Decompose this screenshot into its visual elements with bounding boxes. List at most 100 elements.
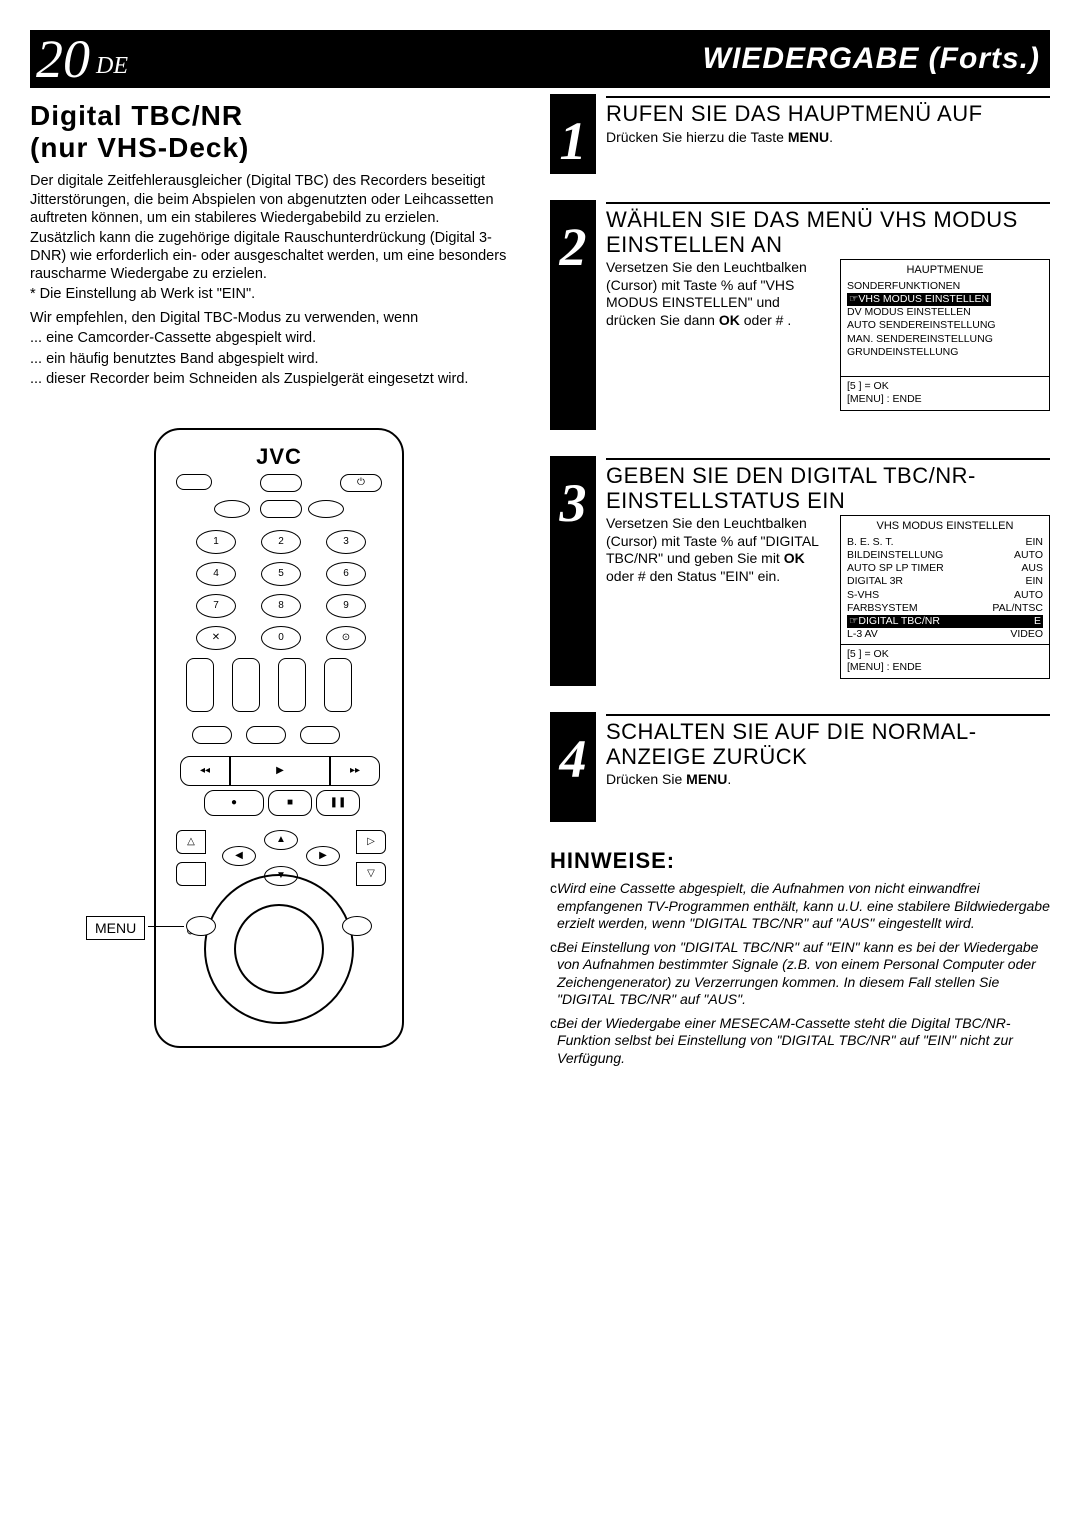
note-text: Bei Einstellung von "DIGITAL TBC/NR" auf… xyxy=(557,939,1050,1009)
bullet-1: ... ein häufig benutztes Band abgespielt… xyxy=(30,350,528,368)
page-lang: DE xyxy=(96,53,128,80)
para2: Zusätzlich kann die zugehörige digitale … xyxy=(30,229,528,283)
mi: ☞VHS MODUS EINSTELLEN xyxy=(847,293,991,306)
t: EIN xyxy=(1025,536,1043,549)
mi: GRUNDEINSTELLUNG xyxy=(847,346,1043,359)
page-number-value: 20 xyxy=(36,28,90,90)
header-bar: 20 DE WIEDERGABE (Forts.) xyxy=(30,30,1050,88)
step-text: Versetzen Sie den Leuchtbalken (Cursor) … xyxy=(606,259,832,411)
menu-screenshot-hauptmenue: HAUPTMENUE SONDERFUNKTIONEN ☞VHS MODUS E… xyxy=(840,259,1050,411)
t: AUTO xyxy=(1014,589,1043,602)
remote-num: ✕ xyxy=(196,626,236,650)
remote-btn: ▽ xyxy=(356,862,386,886)
remote-btn xyxy=(260,474,302,492)
mi: SONDERFUNKTIONEN xyxy=(847,280,1043,293)
t: OK xyxy=(784,550,805,566)
t: MENU xyxy=(788,129,829,145)
t: AUTO xyxy=(1014,549,1043,562)
step-number: 2 xyxy=(550,200,596,430)
mi: AUTO SENDEREINSTELLUNG xyxy=(847,319,1043,332)
remote-btn xyxy=(176,474,212,490)
remote-btn: ▲ xyxy=(264,830,298,850)
t: BILDEINSTELLUNG xyxy=(847,549,943,562)
remote-btn xyxy=(176,862,206,886)
remote-btn xyxy=(300,726,340,744)
remote-num: 2 xyxy=(261,530,301,554)
menu-footer: [MENU] : ENDE xyxy=(847,393,1043,406)
remote-illustration: JVC ⏻ 1 2 3 4 5 6 7 8 9 ✕ 0 ⊙ xyxy=(30,428,528,1048)
t: Drücken Sie hierzu die Taste xyxy=(606,129,788,145)
right-column: 1 RUFEN SIE DAS HAUPTMENÜ AUF Drücken Si… xyxy=(540,94,1050,1073)
remote-num: 0 xyxy=(261,626,301,650)
hinweise-title: HINWEISE: xyxy=(550,848,1050,874)
step-number: 3 xyxy=(550,456,596,686)
menu-footer: [5 ] = OK xyxy=(847,648,1043,661)
bullet-0: ... eine Camcorder-Cassette abgespielt w… xyxy=(30,329,528,347)
mr: FARBSYSTEMPAL/NTSC xyxy=(847,602,1043,615)
note: cBei der Wiedergabe einer MESECAM-Casset… xyxy=(550,1015,1050,1068)
remote-rocker xyxy=(324,658,352,712)
t: DIGITAL TBC/NR xyxy=(858,615,939,627)
mr: AUTO SP LP TIMER AUS xyxy=(847,562,1043,575)
remote-num: 8 xyxy=(261,594,301,618)
step-4: 4 SCHALTEN SIE AUF DIE NORMAL-ANZEIGE ZU… xyxy=(550,712,1050,822)
menu-callout-line xyxy=(148,926,184,927)
t: L-3 AV xyxy=(847,628,878,641)
page-number: 20 DE xyxy=(36,28,128,90)
menu-button xyxy=(186,916,216,936)
menu-footer: [MENU] : ENDE xyxy=(847,661,1043,674)
remote: JVC ⏻ 1 2 3 4 5 6 7 8 9 ✕ 0 ⊙ xyxy=(154,428,404,1048)
bullet-icon: c xyxy=(550,880,557,933)
t: . xyxy=(727,771,731,787)
rule xyxy=(606,458,1050,460)
remote-num: 9 xyxy=(326,594,366,618)
remote-rocker xyxy=(232,658,260,712)
jog-wheel xyxy=(204,874,354,1024)
remote-btn: ● xyxy=(204,790,264,816)
remote-num: 3 xyxy=(326,530,366,554)
t: B. E. S. T. xyxy=(847,536,894,549)
remote-btn xyxy=(260,500,302,518)
menu-title: VHS MODUS EINSTELLEN xyxy=(847,520,1043,534)
remote-num: 6 xyxy=(326,562,366,586)
step-title: SCHALTEN SIE AUF DIE NORMAL-ANZEIGE ZURÜ… xyxy=(606,720,1050,769)
hinweise-list: cWird eine Cassette abgespielt, die Aufn… xyxy=(550,880,1050,1067)
step-1: 1 RUFEN SIE DAS HAUPTMENÜ AUF Drücken Si… xyxy=(550,94,1050,174)
t: . xyxy=(829,129,833,145)
t: EIN xyxy=(1025,575,1043,588)
t: VIDEO xyxy=(1010,628,1043,641)
step-title: RUFEN SIE DAS HAUPTMENÜ AUF xyxy=(606,102,1050,127)
t: OK xyxy=(719,312,740,328)
mr: B. E. S. T. EIN xyxy=(847,536,1043,549)
remote-btn xyxy=(308,500,344,518)
menu-screenshot-vhsmodus: VHS MODUS EINSTELLEN B. E. S. T. EIN BILD… xyxy=(840,515,1050,679)
remote-btn: ◂◂ xyxy=(180,756,230,786)
step-text: Drücken Sie MENU. xyxy=(606,771,1050,789)
para3: Wir empfehlen, den Digital TBC-Modus zu … xyxy=(30,309,528,327)
remote-btn xyxy=(192,726,232,744)
remote-rocker xyxy=(186,658,214,712)
step-text: Drücken Sie hierzu die Taste MENU. xyxy=(606,129,1050,147)
t: Drücken Sie xyxy=(606,771,686,787)
remote-btn: △ xyxy=(176,830,206,854)
remote-btn: ▶ xyxy=(230,756,330,786)
t: AUS xyxy=(1021,562,1043,575)
step-text: Versetzen Sie den Leuchtbalken (Cursor) … xyxy=(606,515,832,679)
feature-title: Digital TBC/NR (nur VHS-Deck) xyxy=(30,100,528,164)
note: cBei Einstellung von "DIGITAL TBC/NR" au… xyxy=(550,939,1050,1009)
remote-btn xyxy=(214,500,250,518)
rule xyxy=(606,96,1050,98)
remote-btn: ▸▸ xyxy=(330,756,380,786)
left-column: Digital TBC/NR (nur VHS-Deck) Der digita… xyxy=(30,94,540,1073)
mr: ☞DIGITAL TBC/NRE xyxy=(847,615,1043,628)
section-title: WIEDERGABE (Forts.) xyxy=(703,42,1040,76)
remote-brand: JVC xyxy=(156,444,402,470)
t: E xyxy=(1034,615,1041,628)
remote-btn: ■ xyxy=(268,790,312,816)
t: AUTO SP LP TIMER xyxy=(847,562,944,575)
step-number: 4 xyxy=(550,712,596,822)
note-text: Wird eine Cassette abgespielt, die Aufna… xyxy=(557,880,1050,933)
mi: DV MODUS EINSTELLEN xyxy=(847,306,1043,319)
bullet-2: ... dieser Recorder beim Schneiden als Z… xyxy=(30,370,528,388)
menu-footer: [5 ] = OK xyxy=(847,380,1043,393)
